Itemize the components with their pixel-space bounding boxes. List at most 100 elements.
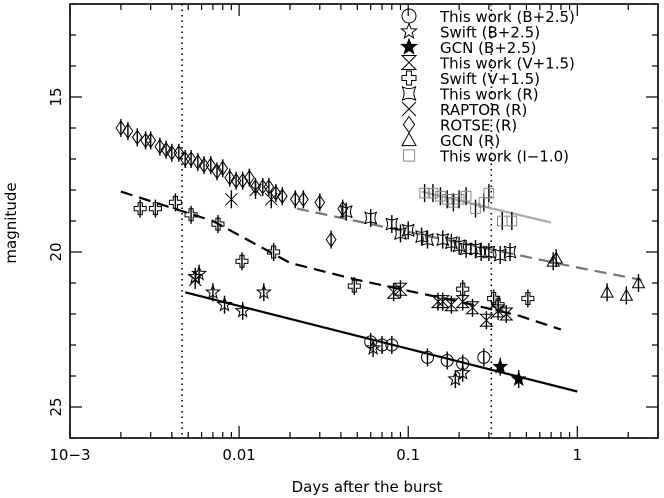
legend-marker: [401, 131, 417, 147]
x-tick-label: 0.01: [222, 446, 255, 464]
data-point: [270, 185, 282, 201]
data-point: [491, 298, 505, 312]
data-point: [631, 275, 646, 289]
data-point: [493, 248, 507, 262]
data-point: [337, 200, 349, 217]
legend-entry: ROTSE (R): [440, 117, 517, 135]
data-point: [237, 172, 249, 189]
legend-marker: [400, 55, 418, 70]
data-point: [453, 194, 465, 205]
y-tick-label: 20: [47, 242, 65, 261]
data-point: [549, 251, 564, 264]
data-point: [419, 187, 430, 199]
legend-entry: This work (B+2.5): [439, 8, 575, 26]
data-point: [225, 192, 238, 206]
data-point: [205, 157, 217, 174]
data-point: [263, 179, 275, 195]
data-point: [490, 304, 506, 318]
data-point: [483, 187, 495, 199]
data-point: [365, 339, 382, 355]
data-point: [185, 151, 197, 167]
legend-entry: GCN (R): [440, 132, 500, 150]
legend-entry: GCN (B+2.5): [440, 39, 537, 57]
legend-marker: [401, 86, 417, 101]
data-point: [420, 350, 434, 364]
legend-marker: [401, 101, 417, 117]
legend-entry: Swift (B+2.5): [440, 24, 540, 42]
data-point: [499, 307, 514, 321]
data-point: [479, 313, 494, 327]
data-point: [289, 191, 301, 208]
data-point: [394, 226, 407, 240]
data-point: [441, 194, 453, 205]
data-point: [401, 223, 415, 237]
data-point: [133, 202, 147, 216]
data-point: [521, 292, 535, 305]
axes: 10−3 0.01 0.1 1 15 20 25: [47, 3, 659, 464]
data-point: [297, 191, 309, 208]
data-point: [385, 338, 399, 352]
data-point: [459, 242, 473, 256]
legend-entry: This work (V+1.5): [439, 55, 575, 73]
data-point: [454, 364, 471, 380]
data-point: [211, 217, 225, 231]
data-point: [364, 211, 378, 225]
data-point: [217, 160, 229, 177]
x-axis-label: Days after the burst: [292, 478, 443, 496]
data-point: [435, 295, 450, 309]
data-point: [436, 233, 450, 247]
data-point: [234, 302, 251, 318]
data-point: [173, 144, 185, 161]
x-tick-label: 0.1: [396, 446, 420, 464]
fit-line: [184, 291, 578, 393]
data-point: [243, 169, 255, 186]
data-point: [160, 141, 172, 158]
data-point: [145, 132, 157, 149]
data-point: [456, 282, 470, 296]
data-point: [276, 188, 288, 205]
data-point: [448, 197, 459, 208]
legend-marker: [401, 70, 417, 86]
data-point: [250, 179, 261, 195]
data-point: [235, 254, 249, 268]
data-point: [492, 358, 509, 374]
y-tick-label: 25: [47, 397, 65, 416]
legend-marker: [400, 37, 418, 55]
data-point: [154, 138, 166, 155]
data-point: [115, 120, 127, 136]
legend-entry: This work (R): [439, 86, 539, 104]
data-point: [503, 245, 517, 259]
data-point: [140, 132, 152, 149]
data-point: [421, 233, 434, 247]
data-point: [216, 296, 233, 312]
x-tick-label: 1: [573, 446, 583, 464]
data-point: [204, 283, 221, 300]
y-tick-label: 15: [47, 87, 65, 106]
legend-marker: [402, 115, 416, 134]
data-points: [115, 119, 646, 389]
data-point: [347, 279, 361, 293]
data-point: [224, 169, 236, 186]
legend-entry: Swift (V+1.5): [440, 70, 540, 88]
legend-marker: [402, 149, 416, 162]
data-point: [168, 195, 182, 209]
data-point: [435, 190, 446, 202]
x-tick-label: 10−3: [49, 446, 90, 464]
data-point: [188, 273, 202, 287]
data-point: [482, 245, 496, 259]
legend: This work (B+2.5)Swift (B+2.5)GCN (B+2.5…: [400, 8, 575, 166]
data-point: [506, 215, 518, 227]
data-point: [444, 236, 458, 250]
legend-marker: [401, 8, 417, 24]
data-point: [477, 350, 491, 364]
data-point: [375, 338, 389, 352]
data-point: [267, 245, 281, 259]
data-point: [192, 154, 204, 170]
data-point: [440, 354, 454, 367]
data-point: [131, 129, 143, 146]
data-point: [619, 288, 634, 301]
legend-marker: [400, 22, 418, 40]
data-point: [600, 285, 614, 298]
data-point: [465, 301, 480, 315]
